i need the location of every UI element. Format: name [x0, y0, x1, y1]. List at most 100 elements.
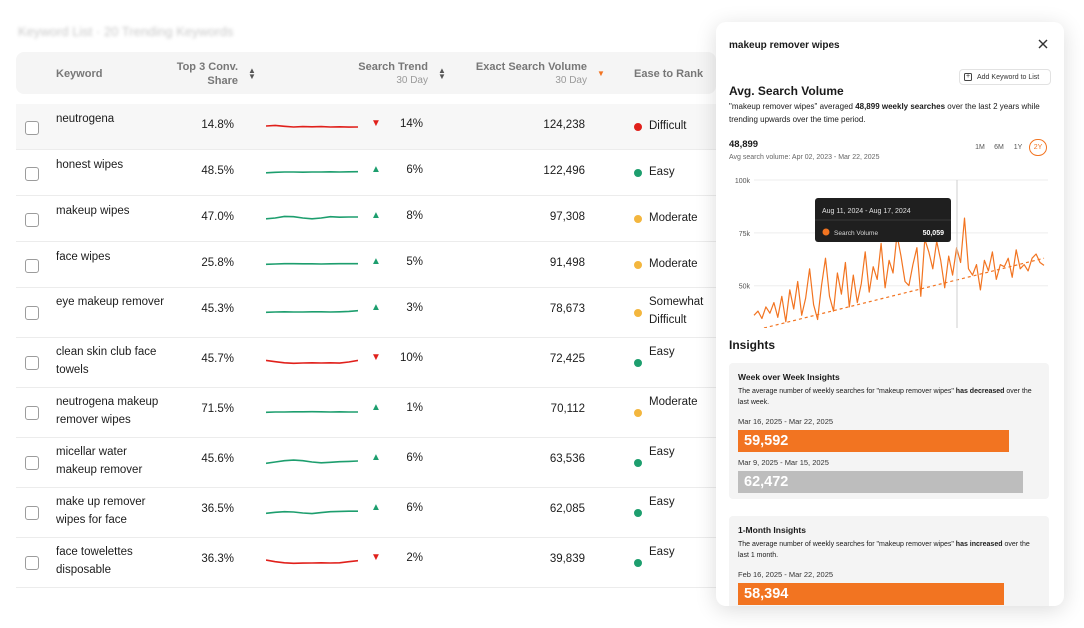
- conv-share-cell: 45.7%: [201, 353, 234, 365]
- ease-to-rank-cell: Difficult: [649, 120, 687, 132]
- row-checkbox[interactable]: [25, 506, 39, 520]
- trend-sparkline: [266, 410, 358, 414]
- table-row[interactable]: clean skin club face towels 45.7% ▼ 10% …: [16, 338, 716, 388]
- trend-sparkline: [266, 170, 358, 174]
- desc-text: over the last 1 month.: [738, 541, 1030, 559]
- desc-text: The average number of weekly searches fo…: [738, 541, 956, 548]
- search-volume-cell: 122,496: [543, 165, 585, 177]
- card-description: The average number of weekly searches fo…: [738, 540, 1042, 561]
- header-keyword[interactable]: Keyword: [56, 68, 103, 80]
- current-period-bar: 58,394: [738, 583, 1004, 605]
- table-row[interactable]: make up remover wipes for face 36.5% ▲ 6…: [16, 488, 716, 538]
- keyword-cell[interactable]: clean skin club face towels: [56, 346, 157, 376]
- search-volume-cell: 62,085: [549, 503, 585, 515]
- row-checkbox[interactable]: [25, 306, 39, 320]
- trend-up-icon: ▲: [371, 210, 381, 221]
- ease-status-dot: [634, 215, 642, 223]
- row-checkbox[interactable]: [25, 356, 39, 370]
- ease-to-rank-cell: Moderate: [649, 258, 698, 270]
- tooltip-dot: [822, 228, 830, 236]
- table-row[interactable]: eye makeup remover 45.3% ▲ 3% 78,673 Som…: [16, 288, 716, 338]
- avg-search-date-range: Avg search volume: Apr 02, 2023 - Mar 22…: [729, 154, 880, 161]
- conv-share-cell: 36.3%: [201, 553, 234, 565]
- y-tick-label: 100k: [735, 178, 751, 185]
- row-checkbox[interactable]: [25, 556, 39, 570]
- ease-to-rank-cell: Moderate: [649, 396, 698, 408]
- table-row[interactable]: face wipes 25.8% ▲ 5% 91,498 Moderate: [16, 242, 716, 288]
- one-month-card: 1-Month Insights The average number of w…: [729, 516, 1049, 606]
- add-keyword-label: Add Keyword to List: [977, 73, 1040, 81]
- table-row[interactable]: honest wipes 48.5% ▲ 6% 122,496 Easy: [16, 150, 716, 196]
- trend-up-icon: ▲: [371, 256, 381, 267]
- table-row[interactable]: micellar water makeup remover 45.6% ▲ 6%…: [16, 438, 716, 488]
- ease-to-rank-cell: Easy: [649, 496, 675, 508]
- range-selector: 1M 6M 1Y 2Y: [972, 139, 1047, 156]
- row-checkbox[interactable]: [25, 406, 39, 420]
- trend-percent-cell: 5%: [406, 256, 423, 268]
- sort-desc-icon[interactable]: ▼: [597, 69, 605, 78]
- current-period-label: Feb 16, 2025 - Mar 22, 2025: [738, 570, 834, 579]
- header-conv-share[interactable]: Top 3 Conv. Share: [176, 61, 238, 87]
- add-keyword-button[interactable]: + Add Keyword to List: [959, 69, 1051, 85]
- y-tick-label: 50k: [739, 284, 751, 291]
- keyword-cell[interactable]: honest wipes: [56, 159, 124, 171]
- sort-icon[interactable]: ▲ ▼: [438, 66, 446, 81]
- sparkline-path: [266, 309, 358, 314]
- trend-up-icon: ▲: [371, 164, 381, 175]
- table-row[interactable]: neutrogena 14.8% ▼ 14% 124,238 Difficult: [16, 104, 716, 150]
- card-title: 1-Month Insights: [738, 525, 806, 535]
- sparkline-path: [266, 124, 358, 128]
- row-checkbox[interactable]: [25, 167, 39, 181]
- ease-to-rank-cell: Easy: [649, 346, 675, 358]
- row-checkbox[interactable]: [25, 456, 39, 470]
- range-2y-button[interactable]: 2Y: [1029, 139, 1047, 156]
- table-row[interactable]: neutrogena makeup remover wipes 71.5% ▲ …: [16, 388, 716, 438]
- header-exact-volume[interactable]: Exact Search Volume 30 Day: [471, 60, 587, 88]
- range-1y-button[interactable]: 1Y: [1013, 144, 1023, 151]
- sparkline-path: [266, 459, 358, 465]
- current-period-bar: 59,592: [738, 430, 1009, 452]
- keyword-cell[interactable]: make up remover wipes for face: [56, 496, 146, 526]
- close-icon[interactable]: [1036, 37, 1050, 51]
- keyword-cell[interactable]: face wipes: [56, 251, 111, 263]
- sparkline-path: [266, 170, 358, 174]
- trend-percent-cell: 6%: [406, 452, 423, 464]
- row-checkbox[interactable]: [25, 259, 39, 273]
- keyword-cell[interactable]: face towelettes disposable: [56, 546, 133, 576]
- trend-up-icon: ▲: [371, 502, 381, 513]
- sort-icon[interactable]: ▲ ▼: [248, 66, 256, 81]
- keyword-cell[interactable]: eye makeup remover: [56, 296, 165, 308]
- desc-text: The average number of weekly searches fo…: [738, 388, 956, 395]
- search-volume-cell: 78,673: [549, 303, 585, 315]
- conv-share-cell: 71.5%: [201, 403, 234, 415]
- header-exact-volume-sub: 30 Day: [555, 75, 587, 86]
- table-row[interactable]: makeup wipes 47.0% ▲ 8% 97,308 Moderate: [16, 196, 716, 242]
- conv-share-cell: 48.5%: [201, 165, 234, 177]
- row-checkbox[interactable]: [25, 121, 39, 135]
- range-1m-button[interactable]: 1M: [975, 144, 985, 151]
- header-search-trend-sub: 30 Day: [396, 75, 428, 86]
- search-volume-chart[interactable]: 100k 75k 50k Aug 11, 2024 - Aug 17, 2024 Sea…: [716, 172, 1064, 328]
- keyword-cell[interactable]: makeup wipes: [56, 205, 130, 217]
- range-6m-button[interactable]: 6M: [994, 144, 1004, 151]
- keyword-cell[interactable]: neutrogena makeup remover wipes: [56, 396, 159, 426]
- header-search-trend[interactable]: Search Trend 30 Day: [346, 60, 428, 88]
- keyword-cell[interactable]: micellar water makeup remover: [56, 446, 143, 476]
- ease-status-dot: [634, 559, 642, 567]
- insights-title: Insights: [729, 338, 776, 352]
- table-row[interactable]: face towelettes disposable 36.3% ▼ 2% 39…: [16, 538, 716, 588]
- trend-down-icon: ▼: [371, 118, 381, 129]
- search-volume-cell: 91,498: [549, 257, 585, 269]
- y-tick-label: 75k: [739, 231, 751, 238]
- conv-share-cell: 45.3%: [201, 303, 234, 315]
- avg-search-volume-title: Avg. Search Volume: [729, 84, 844, 98]
- conv-share-cell: 47.0%: [201, 211, 234, 223]
- header-ease-to-rank[interactable]: Ease to Rank: [634, 68, 704, 80]
- desc-highlight: has decreased: [955, 388, 1005, 395]
- row-checkbox[interactable]: [25, 213, 39, 227]
- trend-line: [763, 257, 1045, 328]
- keyword-detail-panel: makeup remover wipes + Add Keyword to Li…: [716, 22, 1064, 606]
- keyword-cell[interactable]: neutrogena: [56, 113, 115, 125]
- ease-to-rank-cell: Moderate: [649, 212, 698, 224]
- avg-search-value: 48,899: [729, 139, 759, 150]
